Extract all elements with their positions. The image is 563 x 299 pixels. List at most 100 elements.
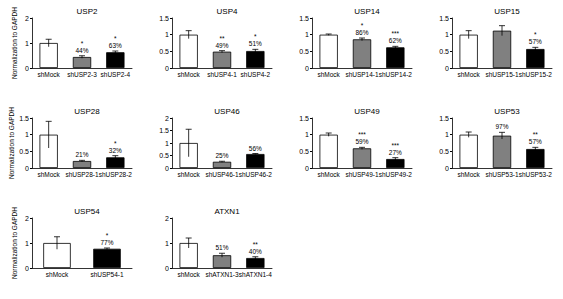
svg-text:1: 1 (25, 40, 29, 47)
svg-text:shMock: shMock (457, 71, 480, 78)
svg-text:1.5: 1.5 (159, 127, 169, 134)
svg-text:0.5: 0.5 (159, 152, 169, 159)
svg-text:shUSP4-2: shUSP4-2 (241, 71, 271, 78)
svg-text:0: 0 (445, 165, 449, 172)
svg-text:2: 2 (25, 15, 29, 22)
svg-text:1.5: 1.5 (299, 115, 309, 122)
svg-text:shUSP49-2: shUSP49-2 (379, 171, 413, 178)
svg-text:1: 1 (25, 131, 29, 138)
svg-text:0: 0 (445, 65, 449, 72)
svg-text:97%: 97% (495, 123, 508, 130)
svg-text:shMock: shMock (177, 71, 200, 78)
svg-text:Normalization to GAPDH: Normalization to GAPDH (11, 7, 18, 79)
svg-text:**: ** (253, 241, 259, 248)
svg-text:USP15: USP15 (494, 7, 520, 16)
svg-text:USP4: USP4 (217, 7, 238, 16)
svg-text:1: 1 (25, 240, 29, 247)
svg-text:0: 0 (25, 65, 29, 72)
svg-text:56%: 56% (249, 145, 262, 152)
svg-text:shUSP15-1: shUSP15-1 (485, 71, 519, 78)
svg-text:27%: 27% (389, 149, 402, 156)
svg-text:1: 1 (165, 240, 169, 247)
svg-text:shUSP46-1: shUSP46-1 (205, 171, 239, 178)
svg-text:1: 1 (165, 31, 169, 38)
svg-text:59%: 59% (355, 138, 368, 145)
svg-text:1: 1 (445, 31, 449, 38)
svg-text:USP46: USP46 (214, 107, 240, 116)
svg-text:86%: 86% (355, 29, 368, 36)
svg-text:***: *** (358, 131, 366, 138)
svg-text:25%: 25% (215, 152, 228, 159)
svg-text:1.5: 1.5 (299, 15, 309, 22)
svg-text:shMock: shMock (37, 171, 60, 178)
svg-text:***: *** (392, 30, 400, 37)
svg-text:shUSP4-1: shUSP4-1 (207, 71, 237, 78)
svg-text:49%: 49% (215, 42, 228, 49)
svg-text:57%: 57% (529, 38, 542, 45)
svg-text:shUSP2-3: shUSP2-3 (67, 71, 97, 78)
svg-text:0.5: 0.5 (299, 48, 309, 55)
svg-text:1: 1 (305, 31, 309, 38)
svg-text:0.5: 0.5 (439, 148, 449, 155)
svg-text:*: * (254, 33, 257, 40)
svg-text:shUSP15-2: shUSP15-2 (519, 71, 553, 78)
svg-text:shUSP2-4: shUSP2-4 (101, 71, 131, 78)
svg-text:44%: 44% (75, 47, 88, 54)
svg-text:1: 1 (305, 131, 309, 138)
svg-text:0: 0 (165, 65, 169, 72)
svg-text:USP28: USP28 (74, 107, 100, 116)
svg-text:62%: 62% (389, 37, 402, 44)
svg-text:0.5: 0.5 (299, 148, 309, 155)
svg-text:Normalization to GAPDH: Normalization to GAPDH (11, 207, 18, 279)
svg-text:shMock: shMock (317, 171, 340, 178)
svg-text:1.5: 1.5 (439, 115, 449, 122)
svg-text:0.5: 0.5 (439, 48, 449, 55)
svg-text:shUSP49-1: shUSP49-1 (345, 171, 379, 178)
svg-text:2: 2 (25, 215, 29, 222)
svg-text:63%: 63% (109, 42, 122, 49)
svg-text:shMock: shMock (317, 71, 340, 78)
svg-text:shUSP53-2: shUSP53-2 (519, 171, 553, 178)
svg-text:*: * (361, 22, 364, 29)
svg-text:USP54: USP54 (74, 207, 100, 216)
svg-text:USP53: USP53 (494, 107, 520, 116)
svg-text:ATXN1: ATXN1 (214, 207, 240, 216)
svg-text:1: 1 (165, 140, 169, 147)
svg-text:1.5: 1.5 (159, 15, 169, 22)
svg-text:0: 0 (165, 165, 169, 172)
svg-text:shMock: shMock (46, 271, 69, 278)
svg-text:shUSP14-1: shUSP14-1 (345, 71, 379, 78)
svg-text:shMock: shMock (177, 171, 200, 178)
svg-text:**: ** (219, 35, 225, 42)
svg-text:0: 0 (165, 265, 169, 272)
svg-text:51%: 51% (249, 40, 262, 47)
svg-text:21%: 21% (75, 151, 88, 158)
svg-text:0: 0 (25, 265, 29, 272)
svg-text:shATXN1-4: shATXN1-4 (239, 271, 272, 278)
svg-text:*: * (81, 40, 84, 47)
svg-text:*: * (534, 31, 537, 38)
svg-text:32%: 32% (109, 147, 122, 154)
svg-text:51%: 51% (215, 244, 228, 251)
svg-text:**: ** (533, 131, 539, 138)
svg-text:***: *** (392, 142, 400, 149)
svg-text:USP2: USP2 (77, 7, 98, 16)
svg-text:2: 2 (165, 115, 169, 122)
svg-text:0: 0 (305, 165, 309, 172)
svg-text:shUSP53-1: shUSP53-1 (485, 171, 519, 178)
svg-text:Normalization to GAPDH: Normalization to GAPDH (8, 107, 15, 179)
svg-text:USP14: USP14 (354, 7, 380, 16)
svg-text:0.5: 0.5 (19, 148, 29, 155)
svg-text:40%: 40% (249, 248, 262, 255)
svg-text:1: 1 (445, 131, 449, 138)
svg-text:shUSP28-2: shUSP28-2 (99, 171, 133, 178)
svg-text:shUSP28-1: shUSP28-1 (65, 171, 99, 178)
svg-text:shMock: shMock (37, 71, 60, 78)
svg-text:shMock: shMock (177, 271, 200, 278)
svg-text:*: * (106, 232, 109, 239)
svg-text:USP49: USP49 (354, 107, 380, 116)
svg-text:shUSP14-2: shUSP14-2 (379, 71, 413, 78)
svg-text:1.5: 1.5 (439, 15, 449, 22)
svg-text:shUSP46-2: shUSP46-2 (239, 171, 273, 178)
svg-text:77%: 77% (100, 239, 113, 246)
